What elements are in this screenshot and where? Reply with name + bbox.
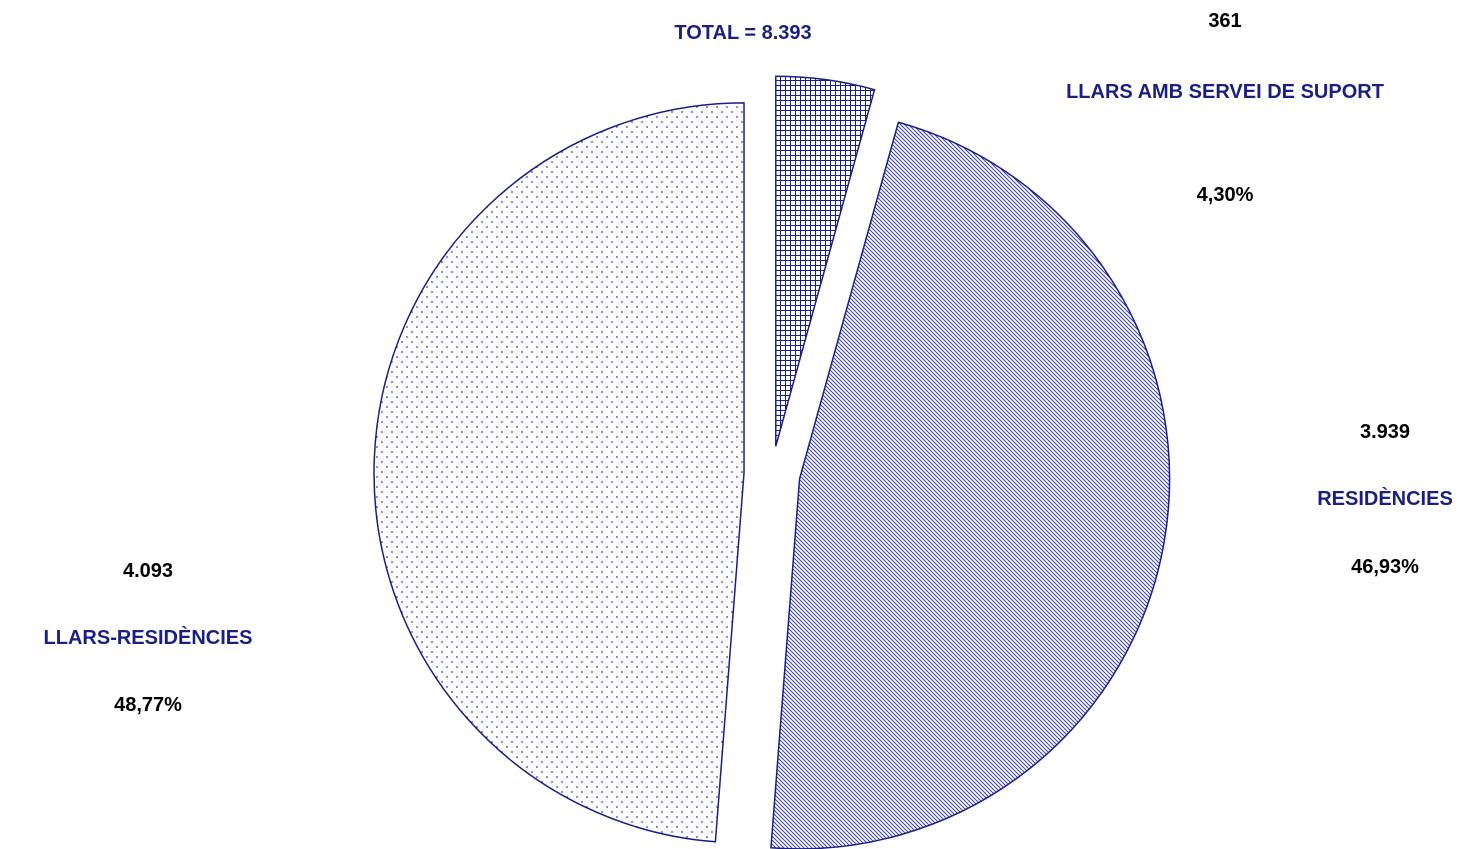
pie-slice-llars-amb-servei-de-suport xyxy=(775,75,876,447)
slice-percent-residencies: 46,93% xyxy=(1351,556,1419,578)
slice-label-llars-amb-servei: LLARS AMB SERVEI DE SUPORT xyxy=(1066,81,1384,103)
slice-value-llars-residencies: 4.093 xyxy=(122,560,174,582)
slice-percent-llars-amb-servei: 4,30% xyxy=(1196,184,1254,206)
slice-label-llars-residencies: LLARS-RESIDÈNCIES xyxy=(43,627,253,649)
slice-value-llars-amb-servei: 361 xyxy=(1208,10,1242,32)
slice-label-residencies: RESIDÈNCIES xyxy=(1317,488,1453,510)
slice-percent-llars-residencies: 48,77% xyxy=(114,694,182,716)
pie-slices xyxy=(373,75,1171,849)
chart-title: TOTAL = 8.393 xyxy=(674,22,812,44)
pie-slice-llars-resid-ncies xyxy=(373,102,745,843)
pie-slice-resid-ncies xyxy=(770,121,1171,849)
slice-value-residencies: 3.939 xyxy=(1359,421,1411,443)
